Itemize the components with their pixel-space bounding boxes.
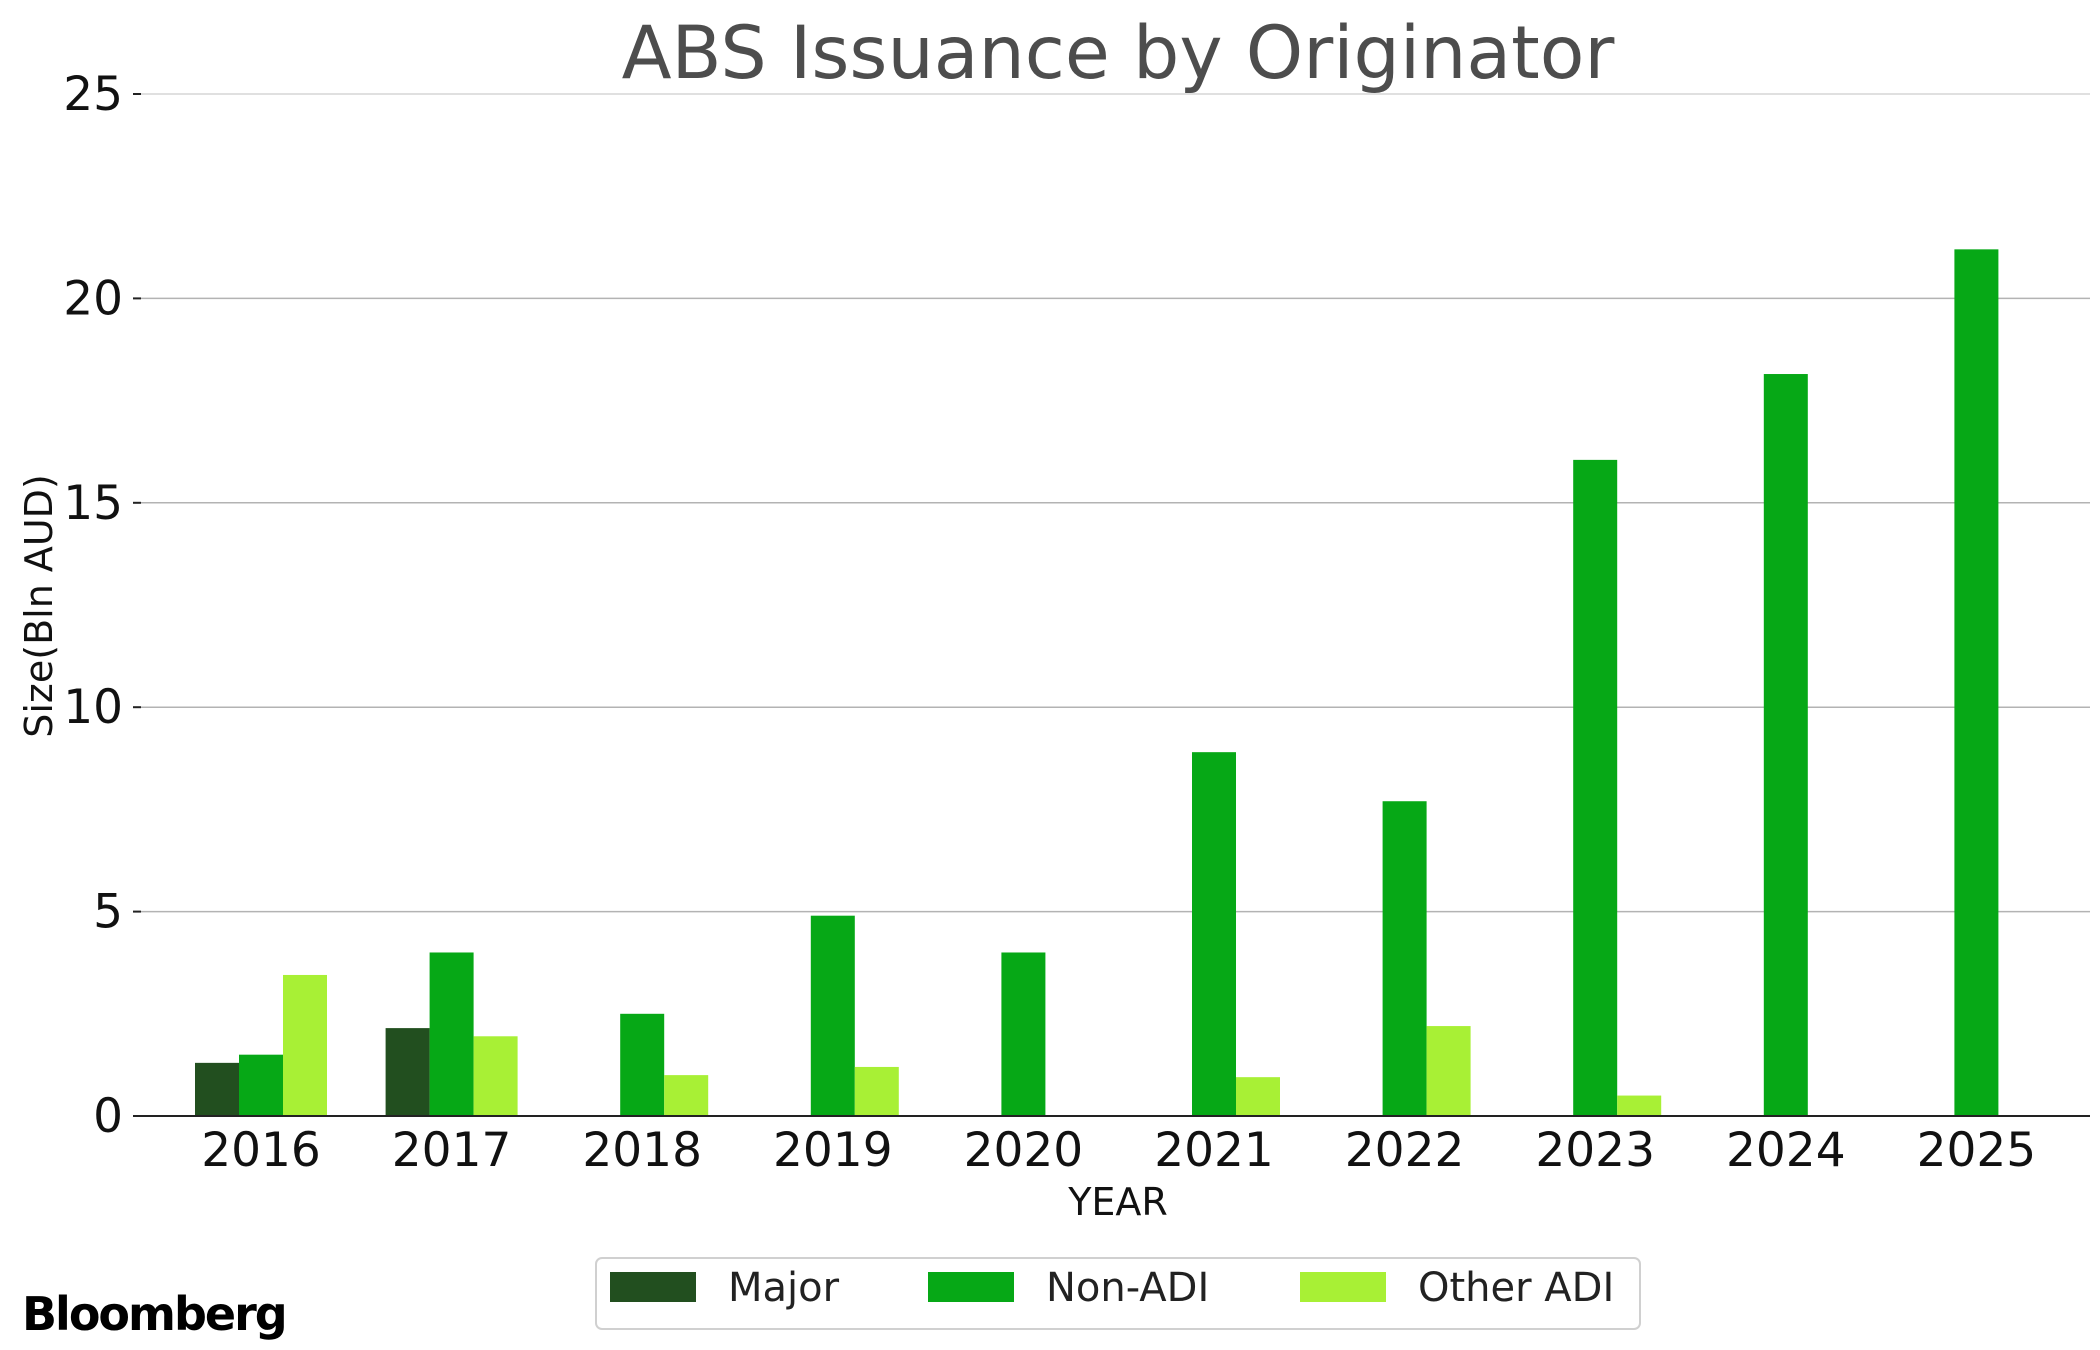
x-tick-label: 2024: [1726, 1123, 1846, 1178]
y-axis-ticks: 0 5 10 15 20 25: [63, 67, 141, 1144]
bar-other-adi-2022: [1426, 1026, 1471, 1116]
bar-major-2016: [195, 1062, 239, 1116]
y-axis-label: Size(Bln AUD): [17, 474, 61, 738]
x-tick-label: 2025: [1917, 1123, 2037, 1178]
legend-label: Non-ADI: [1046, 1265, 1209, 1311]
x-axis-ticks: 2016 2017 2018 2019 2020 2021 2022 2023 2024 2025: [201, 1123, 2036, 1178]
x-tick-label: 2020: [964, 1123, 1084, 1178]
legend-swatch: [610, 1272, 696, 1302]
bar-non-adi-2020: [1001, 952, 1046, 1116]
bar-non-adi-2023: [1573, 459, 1618, 1117]
bar-non-adi-2021: [1192, 752, 1236, 1116]
bar-other-adi-2018: [664, 1075, 709, 1116]
x-tick-label: 2017: [392, 1123, 512, 1178]
bar-other-adi-2019: [854, 1066, 899, 1116]
x-axis-label: YEAR: [1067, 1180, 1168, 1224]
bar-non-adi-2022: [1382, 801, 1427, 1116]
legend-swatch: [928, 1272, 1014, 1302]
legend-label: Major: [728, 1265, 840, 1311]
legend-label: Other ADI: [1418, 1265, 1614, 1311]
bars: [195, 249, 1999, 1117]
y-tick-label: 10: [63, 680, 123, 735]
legend-swatch: [1300, 1272, 1386, 1302]
y-tick-label: 25: [63, 67, 123, 122]
bar-other-adi-2021: [1236, 1077, 1280, 1116]
y-tick-label: 15: [63, 476, 123, 531]
bloomberg-logo: Bloomberg: [22, 1287, 286, 1341]
y-tick-label: 20: [63, 271, 123, 326]
legend: Major Non-ADI Other ADI: [595, 1257, 1641, 1330]
bar-non-adi-2018: [620, 1013, 665, 1116]
chart-title: ABS Issuance by Originator: [622, 11, 1616, 96]
x-tick-label: 2019: [773, 1123, 893, 1178]
bar-other-adi-2016: [283, 974, 327, 1116]
bar-non-adi-2019: [810, 915, 855, 1116]
bar-non-adi-2016: [239, 1054, 283, 1116]
x-tick-label: 2016: [201, 1123, 321, 1178]
x-tick-label: 2022: [1345, 1123, 1465, 1178]
y-tick-label: 5: [93, 885, 123, 940]
bar-other-adi-2017: [473, 1036, 518, 1116]
bar-other-adi-2023: [1617, 1095, 1662, 1116]
bar-non-adi-2025: [1954, 249, 1999, 1116]
y-tick-label: 0: [93, 1089, 123, 1144]
x-tick-label: 2023: [1535, 1123, 1655, 1178]
x-tick-label: 2018: [582, 1123, 702, 1178]
bar-non-adi-2017: [429, 952, 474, 1116]
bar-major-2017: [385, 1028, 430, 1116]
bar-non-adi-2024: [1763, 374, 1808, 1116]
x-tick-label: 2021: [1154, 1123, 1274, 1178]
